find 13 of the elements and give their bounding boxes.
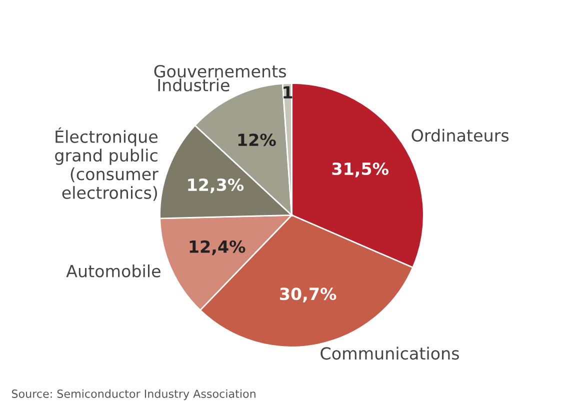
- slice-label: Communications: [320, 346, 459, 360]
- data-label: 30,7%: [280, 288, 336, 302]
- data-label: 1: [284, 86, 292, 98]
- slice-label: Ordinateurs: [412, 128, 509, 142]
- data-label: 12%: [238, 134, 276, 146]
- data-label: 12,3%: [188, 178, 244, 194]
- slice-label: Gouvernements: [154, 64, 286, 78]
- slice-label: Électronique grand public (consumer electronics): [55, 127, 158, 201]
- source-note: Source: Semiconductor Industry Association: [12, 389, 256, 400]
- slice-label: Automobile: [66, 264, 160, 278]
- slice-label: Industrie: [158, 78, 230, 92]
- data-label: 12,4%: [190, 240, 246, 256]
- data-label: 31,5%: [332, 162, 388, 178]
